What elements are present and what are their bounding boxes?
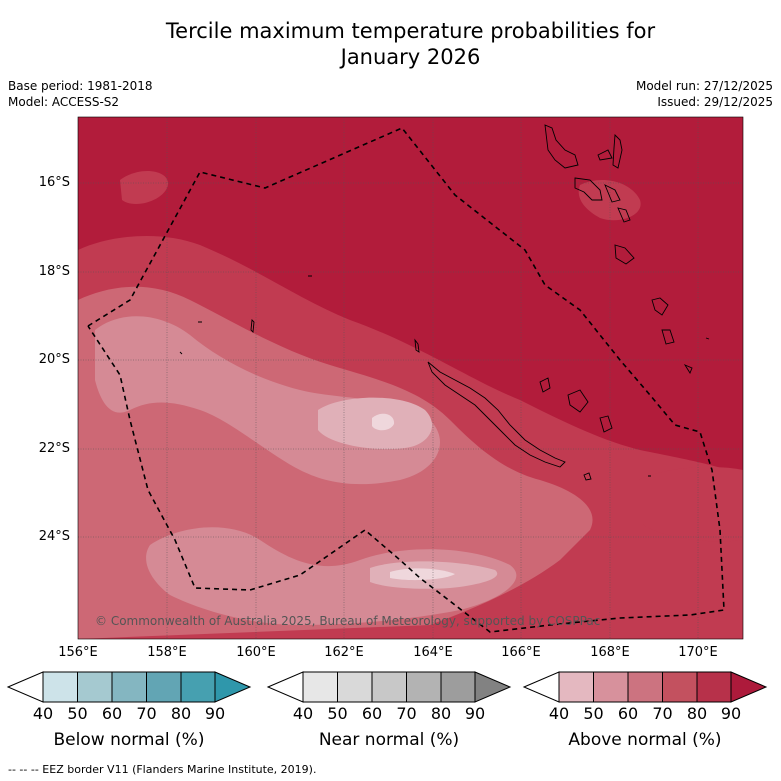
cbar-near-tick: 70 (396, 704, 417, 723)
contour-40-south (390, 568, 455, 581)
colorbar-near-normal (266, 671, 512, 703)
cbar-above-seg-4 (662, 671, 698, 703)
cbar-above-tick: 40 (548, 704, 570, 723)
colorbar-above-normal (522, 671, 768, 703)
cbar-below-seg-3 (111, 671, 147, 703)
map-title: Tercile maximum temperature probabilitie… (0, 18, 781, 70)
cbar-below-tick: 90 (204, 704, 226, 723)
cbar-near-tick: 60 (361, 704, 383, 723)
cbar-below-seg-0 (6, 671, 44, 703)
base-period: Base period: 1981-2018 (8, 79, 153, 93)
cbar-below-seg-2 (77, 671, 113, 703)
colorbar-below-label: Below normal (%) (53, 730, 205, 750)
cbar-near-seg-6 (474, 671, 512, 703)
cbar-above-seg-5 (696, 671, 732, 703)
copyright-notice: © Commonwealth of Australia 2025, Bureau… (95, 614, 601, 628)
lat-label-18s: 18°S (38, 264, 70, 279)
lon-label-170e: 170°E (678, 645, 718, 660)
title-line1: Tercile maximum temperature probabilitie… (165, 19, 656, 43)
contour-80-right-blob (638, 467, 743, 542)
cbar-above-tick: 50 (583, 704, 604, 723)
contour-60-south (146, 527, 517, 625)
map-frame (77, 116, 744, 640)
lon-label-164e: 164°E (413, 645, 453, 660)
lat-label-24s: 24°S (38, 529, 70, 544)
lon-label-156e: 156°E (58, 645, 98, 660)
cbar-below-tick: 60 (101, 704, 123, 723)
cbar-below-tick: 50 (67, 704, 88, 723)
colorbar-above-label: Above normal (%) (568, 730, 722, 750)
meta-left: Base period: 1981-2018 Model: ACCESS-S2 (8, 78, 153, 110)
probability-field (78, 117, 743, 639)
model-name: Model: ACCESS-S2 (8, 95, 120, 109)
cbar-below-seg-4 (146, 671, 182, 703)
cbar-near-seg-3 (371, 671, 407, 703)
issued-date: Issued: 29/12/2025 (657, 95, 773, 109)
lon-label-158e: 158°E (147, 645, 187, 660)
cbar-below-tick: 70 (136, 704, 157, 723)
cbar-below-tick: 80 (170, 704, 192, 723)
cbar-near-seg-5 (440, 671, 476, 703)
cbar-above-tick: 60 (617, 704, 639, 723)
lon-label-168e: 168°E (590, 645, 630, 660)
cbar-near-seg-4 (406, 671, 442, 703)
eez-footnote: -- -- -- EEZ border V11 (Flanders Marine… (8, 763, 317, 776)
cbar-below-seg-6 (214, 671, 252, 703)
cbar-near-tick: 90 (464, 704, 486, 723)
cbar-below-tick: 40 (32, 704, 54, 723)
cbar-above-seg-1 (558, 671, 594, 703)
contour-40 (372, 413, 395, 431)
coastlines (179, 124, 710, 481)
meta-right: Model run: 27/12/2025 Issued: 29/12/2025 (636, 78, 773, 110)
cbar-above-seg-3 (627, 671, 663, 703)
loyalty-islands-coast (539, 377, 613, 481)
new-caledonia-coast (427, 361, 566, 468)
cbar-above-seg-2 (593, 671, 629, 703)
colorbar-near-label: Near normal (%) (318, 730, 460, 750)
cbar-above-seg-0 (522, 671, 560, 703)
cbar-above-tick: 70 (652, 704, 673, 723)
cbar-near-seg-0 (266, 671, 304, 703)
cbar-above-tick: 90 (720, 704, 742, 723)
cbar-near-seg-2 (337, 671, 373, 703)
lat-label-16s: 16°S (38, 175, 70, 190)
graticule (78, 117, 743, 639)
cbar-near-tick: 40 (292, 704, 314, 723)
lat-label-22s: 22°S (38, 441, 70, 456)
lon-label-166e: 166°E (501, 645, 541, 660)
cbar-near-seg-1 (302, 671, 338, 703)
title-line2: January 2026 (340, 45, 481, 69)
cbar-near-tick: 80 (430, 704, 452, 723)
contour-80-top-blob (120, 170, 169, 205)
cbar-above-tick: 80 (686, 704, 708, 723)
model-run: Model run: 27/12/2025 (635, 79, 773, 93)
lon-label-162e: 162°E (324, 645, 364, 660)
small-islets (179, 275, 710, 477)
vanuatu-coast (544, 124, 693, 374)
cbar-below-seg-5 (180, 671, 216, 703)
lat-label-20s: 20°S (38, 352, 70, 367)
cbar-above-seg-6 (730, 671, 768, 703)
cbar-near-tick: 50 (327, 704, 348, 723)
lon-label-160e: 160°E (236, 645, 276, 660)
cbar-below-seg-1 (42, 671, 78, 703)
colorbar-below-normal (6, 671, 252, 703)
